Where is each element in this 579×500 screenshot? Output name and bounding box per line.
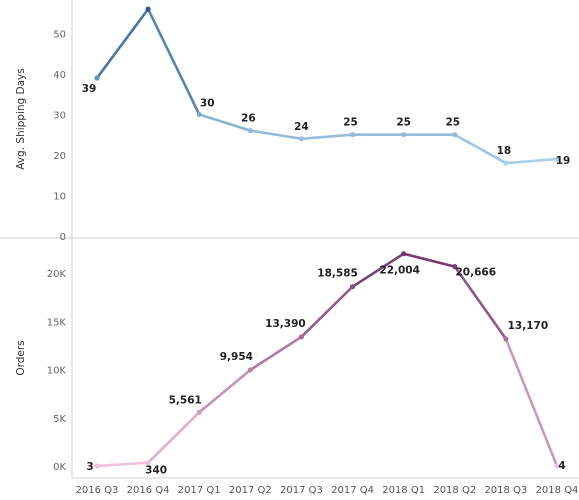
data-point — [247, 128, 253, 134]
series-line-segment — [300, 133, 354, 141]
data-point — [145, 6, 151, 12]
series-line-segment — [504, 337, 559, 468]
data-point — [503, 336, 509, 342]
data-label: 9,954 — [220, 351, 253, 363]
x-tick-label: 2017 Q2 — [229, 485, 272, 496]
data-label: 5,561 — [169, 394, 202, 406]
data-label: 340 — [145, 465, 167, 477]
y-tick-label: 20K — [47, 269, 67, 280]
data-point — [554, 463, 560, 469]
series-line-segment — [95, 7, 150, 80]
series-line-segment — [95, 461, 150, 468]
y-tick-label: 40 — [53, 70, 66, 81]
data-label: 4 — [558, 460, 565, 472]
data-point — [452, 263, 458, 270]
x-tick-label: 2018 Q3 — [484, 485, 527, 496]
series-line-segment — [504, 157, 559, 165]
x-tick-label: 2018 Q2 — [433, 485, 476, 496]
series-line-segment — [453, 265, 508, 341]
data-label: 22,004 — [379, 265, 420, 277]
data-label: 25 — [445, 117, 460, 129]
series-line-segment — [197, 368, 252, 414]
x-tick-label: 2017 Q1 — [178, 485, 221, 496]
y-tick-label: 10 — [53, 191, 66, 202]
data-point — [145, 460, 151, 466]
data-point — [349, 132, 356, 138]
data-point — [554, 156, 560, 162]
data-point — [401, 251, 407, 257]
data-point — [503, 160, 509, 166]
series-line-segment — [402, 252, 457, 268]
data-point — [196, 409, 202, 415]
data-label: 25 — [343, 117, 358, 129]
data-point — [298, 334, 305, 340]
series-line-segment — [249, 129, 303, 141]
y-tick-label: 15K — [47, 317, 67, 328]
y-axis-title: Avg. Shipping Days — [15, 68, 27, 169]
data-label: 56 — [129, 0, 144, 3]
data-label: 24 — [294, 121, 309, 133]
series-line-segment — [453, 133, 508, 165]
data-label: 3 — [86, 461, 93, 473]
x-tick-label: 2016 Q4 — [127, 485, 170, 496]
x-tick-label: 2017 Q3 — [280, 485, 323, 496]
data-label: 18 — [497, 145, 512, 157]
y-tick-label: 0 — [60, 232, 66, 243]
data-point — [247, 367, 253, 373]
y-tick-label: 0K — [53, 462, 66, 473]
data-label: 18,585 — [317, 268, 358, 280]
data-point — [401, 132, 407, 138]
data-label: 26 — [241, 113, 256, 125]
y-axis-title: Orders — [15, 340, 27, 375]
data-point — [349, 284, 356, 290]
x-tick-label: 2018 Q4 — [536, 485, 579, 496]
data-label: 13,170 — [508, 320, 549, 332]
series-line-segment — [249, 335, 303, 372]
y-tick-label: 30 — [53, 110, 66, 121]
data-point — [452, 132, 458, 138]
data-label: 19 — [556, 155, 571, 167]
data-label: 39 — [82, 83, 97, 95]
data-point — [94, 463, 100, 469]
data-label: 13,390 — [265, 318, 306, 330]
data-point — [94, 75, 100, 81]
series-line-segment — [146, 411, 201, 465]
data-label: 20,666 — [456, 267, 497, 279]
x-tick-label: 2016 Q3 — [76, 485, 119, 496]
y-tick-label: 5K — [53, 414, 66, 425]
x-tick-label: 2017 Q4 — [331, 485, 374, 496]
y-tick-label: 50 — [53, 29, 66, 40]
data-label: 30 — [200, 97, 215, 109]
data-point — [298, 136, 305, 142]
data-point — [196, 111, 202, 118]
x-tick-label: 2018 Q1 — [382, 485, 425, 496]
data-label: 25 — [396, 117, 411, 129]
series-line-segment — [197, 113, 252, 132]
y-tick-label: 20 — [53, 151, 66, 162]
series-line-segment — [300, 285, 354, 339]
series-line-segment — [146, 7, 201, 116]
y-tick-label: 10K — [47, 366, 67, 377]
series-line-segment — [351, 252, 405, 288]
